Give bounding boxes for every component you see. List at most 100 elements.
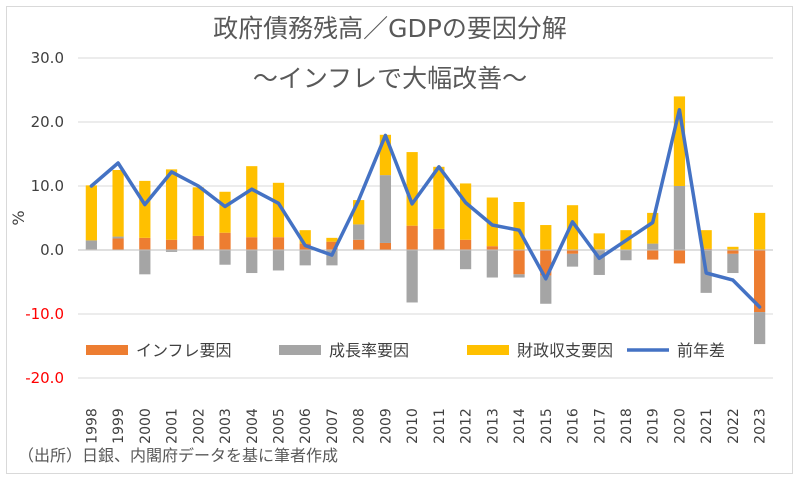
line-series (89, 108, 762, 309)
bar-segment (353, 239, 365, 250)
x-tick-label: 1999 (111, 408, 127, 444)
y-tick-label: -20.0 (25, 369, 64, 387)
bar-segment (620, 250, 632, 261)
legend: インフレ要因 成長率要因 財政収支要因 前年差 (86, 341, 725, 360)
bar-segment (566, 253, 579, 267)
gridlines (78, 57, 773, 379)
bar-segment (246, 250, 258, 274)
legend-label: 前年差 (677, 341, 725, 360)
x-tick-label: 2017 (592, 408, 608, 444)
bar-segment (459, 239, 472, 250)
bar-segment (299, 230, 311, 244)
bar-segment (219, 191, 231, 233)
chart-title: 政府債務残高／GDPの要因分解 (213, 14, 567, 43)
bar-segment (433, 228, 445, 250)
bar-segment (647, 250, 659, 260)
bar-segment (85, 185, 97, 241)
bar-segment (246, 237, 258, 250)
bar-segment (406, 250, 418, 303)
bar-segment (406, 225, 418, 250)
bar-segment (754, 250, 766, 313)
y-tick-label: -10.0 (25, 305, 64, 323)
y-tick-label: 30.0 (31, 49, 64, 67)
x-tick-label: 1998 (84, 408, 100, 444)
bar-segment (326, 241, 338, 250)
bar-segment (486, 197, 498, 247)
x-tick-label: 2004 (245, 408, 261, 444)
chart-subtitle: ～インフレで大幅改善～ (253, 64, 527, 93)
bar-segment (566, 250, 579, 254)
bar-segment (112, 170, 124, 237)
bar-segment (219, 250, 231, 265)
bar-segment (486, 250, 498, 278)
x-tick-label: 2007 (325, 408, 341, 444)
bar-segment (647, 243, 659, 250)
bar-segment (112, 236, 124, 239)
y-tick-label: 20.0 (31, 113, 64, 131)
bar-segment (513, 202, 525, 250)
bar-segment (566, 205, 579, 250)
x-tick-label: 2011 (432, 408, 448, 444)
x-tick-label: 2009 (378, 408, 394, 444)
x-tick-label: 2002 (191, 408, 207, 444)
bar-segment (700, 230, 712, 249)
x-tick-label: 2019 (646, 408, 662, 444)
x-tick-label: 2012 (459, 408, 475, 444)
bar-segment (112, 238, 124, 250)
bar-segment (486, 246, 498, 250)
bar-segment (459, 250, 472, 270)
legend-swatch (467, 345, 509, 355)
x-tick-label: 2010 (405, 408, 421, 444)
bar-segment (326, 237, 338, 242)
y-tick-label: 0.0 (40, 241, 64, 259)
bar-segment (272, 250, 285, 271)
bar-segment (353, 200, 365, 225)
bar-segment (219, 232, 231, 250)
bar-segment (727, 250, 739, 254)
y-tick-labels: 30.0 20.0 10.0 0.0 -10.0 -20.0 (25, 49, 64, 387)
bar-segment (406, 152, 418, 226)
bar-segment (593, 233, 605, 250)
bar-segment (540, 250, 552, 276)
bar-segment (700, 248, 712, 250)
bar-segment (85, 240, 97, 250)
bar-segment (727, 253, 739, 274)
chart-frame (6, 6, 793, 474)
x-tick-label: 2000 (138, 408, 154, 444)
bar-segment (139, 180, 151, 238)
bar-segment (139, 250, 151, 275)
line-series-path (89, 108, 762, 309)
x-tick-label: 2014 (512, 408, 528, 444)
bar-segment (754, 212, 766, 250)
bar-segment (673, 96, 686, 186)
x-tick-label: 2022 (726, 408, 742, 444)
bar-segment (513, 250, 525, 275)
bar-segment (165, 250, 178, 252)
bar-segment (673, 186, 686, 250)
bar-segment (139, 237, 151, 250)
x-tick-label: 2013 (485, 408, 501, 444)
bar-segment (673, 250, 686, 264)
x-tick-label: 2003 (218, 408, 234, 444)
bar-segment (727, 246, 739, 250)
y-axis-label: % (9, 210, 28, 225)
legend-label: 成長率要因 (329, 341, 409, 360)
bar-segment (593, 250, 605, 275)
bar-segment (379, 175, 392, 243)
bar-segment (513, 274, 525, 278)
x-tick-label: 2001 (165, 408, 181, 444)
bar-segment (272, 182, 285, 238)
source-note: （出所）日銀、内閣府データを基に筆者作成 (18, 446, 338, 465)
y-tick-label: 10.0 (31, 177, 64, 195)
bar-segment (754, 312, 766, 345)
legend-swatch (86, 345, 128, 355)
legend-label: 財政収支要因 (517, 341, 613, 360)
bar-segment (433, 166, 445, 229)
x-tick-label: 2005 (271, 408, 287, 444)
x-tick-label: 2018 (619, 408, 635, 444)
legend-label: インフレ要因 (136, 341, 232, 360)
bar-segment (246, 166, 258, 238)
bar-segment (192, 235, 204, 250)
bar-segment (353, 224, 365, 240)
bar-segment (326, 250, 338, 266)
